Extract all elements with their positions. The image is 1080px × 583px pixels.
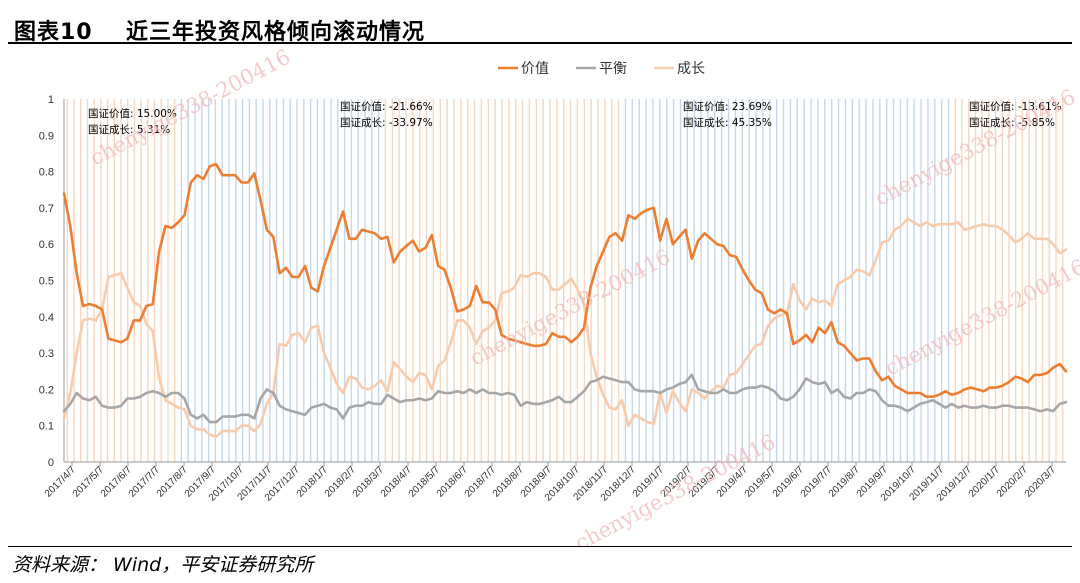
style-trend-chart: 00.10.20.30.40.50.60.70.80.912017/4/7201…: [39, 46, 1080, 546]
y-tick-label-10: 1: [48, 94, 54, 106]
y-tick-label-7: 0.7: [39, 203, 54, 215]
legend-label-value: 价值: [521, 61, 549, 77]
figure-header: 图表10 近三年投资风格倾向滚动情况: [8, 8, 1072, 45]
y-tick-label-5: 0.5: [39, 276, 54, 288]
watermark-4: chenyige338-200416: [881, 255, 1080, 381]
y-tick-label-4: 0.4: [39, 312, 54, 324]
source-note: 资料来源： Wind，平安证券研究所: [12, 554, 314, 576]
figure-number: 图表10: [14, 20, 93, 45]
annotation-3-line-0: 国证价值: -13.61%: [969, 100, 1062, 113]
legend: 价值 平衡 成长: [498, 61, 705, 77]
annotation-0-line-0: 国证价值: 15.00%: [88, 107, 177, 120]
annotation-2-line-1: 国证成长: 45.35%: [683, 117, 772, 129]
series-line-value: [62, 163, 1068, 399]
figure-title: 近三年投资风格倾向滚动情况: [126, 20, 426, 45]
y-tick-label-6: 0.6: [39, 239, 54, 251]
y-tick-label-2: 0.2: [39, 384, 54, 396]
y-tick-label-3: 0.3: [39, 348, 54, 360]
y-tick-label-8: 0.8: [39, 167, 54, 179]
annotations: 国证价值: 15.00% 国证成长: 5.31% 国证价值: -21.66% 国证成长…: [88, 100, 1062, 136]
y-tick-label-9: 0.9: [39, 130, 54, 142]
series-lines: [62, 163, 1068, 438]
series-line-balance: [62, 373, 1068, 424]
annotation-2-line-0: 国证价值: 23.69%: [683, 100, 772, 113]
y-tick-label-0: 0: [48, 457, 54, 469]
series-line-growth: [62, 217, 1068, 438]
legend-label-balance: 平衡: [599, 61, 627, 77]
annotation-0-line-1: 国证成长: 5.31%: [88, 124, 170, 136]
source-footer: 资料来源： Wind，平安证券研究所: [8, 546, 1072, 576]
x-tick-label-35: 2020/3/7: [1023, 464, 1059, 500]
axes: 00.10.20.30.40.50.60.70.80.912017/4/7201…: [39, 94, 1066, 504]
annotation-3-line-1: 国证成长: -5.85%: [969, 117, 1055, 129]
legend-label-growth: 成长: [677, 61, 705, 77]
annotation-1-line-1: 国证成长: -33.97%: [340, 117, 433, 129]
annotation-1-line-0: 国证价值: -21.66%: [340, 100, 433, 113]
y-tick-label-1: 0.1: [39, 421, 54, 433]
